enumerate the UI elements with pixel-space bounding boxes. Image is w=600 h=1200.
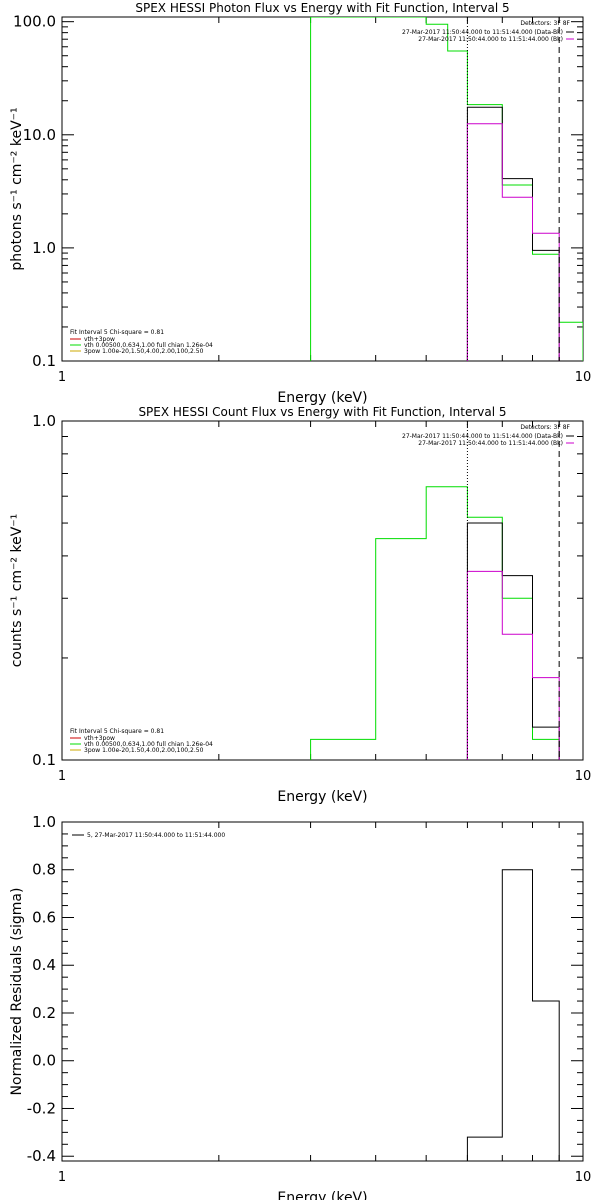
legend-bottom: Fit Interval 5 Chi-square = 0.81vth+3pow… bbox=[70, 728, 213, 754]
y-tick-label: 100.0 bbox=[13, 13, 56, 31]
series-step-0 bbox=[310, 486, 560, 760]
series-step-0 bbox=[310, 17, 583, 361]
count-flux-panel: SPEX HESSI Count Flux vs Energy with Fit… bbox=[9, 405, 591, 805]
legend-header: Detectors: 3F 8F bbox=[520, 424, 570, 431]
y-tick-label: 0.8 bbox=[32, 861, 56, 879]
x-tick-label: 10 bbox=[575, 769, 592, 784]
y-tick-label: 0.1 bbox=[32, 751, 56, 769]
chart-title: SPEX HESSI Count Flux vs Energy with Fit… bbox=[138, 405, 506, 419]
x-tick-label: 10 bbox=[575, 370, 592, 385]
legend-entry: vth+3pow bbox=[84, 336, 115, 343]
legend-entry: 5, 27-Mar-2017 11:50:44.000 to 11:51:44.… bbox=[87, 832, 225, 839]
plot-frame bbox=[61, 16, 584, 362]
x-tick-label: 1 bbox=[58, 370, 66, 385]
legend-entry: 27-Mar-2017 11:50:44.000 to 11:51:44.000… bbox=[418, 36, 563, 43]
x-tick-label: 1 bbox=[58, 1170, 66, 1185]
y-tick-label: 0.2 bbox=[32, 1004, 56, 1022]
series-group bbox=[310, 17, 583, 361]
y-axis-title: photons s⁻¹ cm⁻² keV⁻¹ bbox=[9, 107, 25, 270]
y-axis-title: Normalized Residuals (sigma) bbox=[9, 888, 25, 1096]
y-tick-label: -0.4 bbox=[27, 1147, 56, 1165]
legend-header: Fit Interval 5 Chi-square = 0.81 bbox=[70, 329, 164, 336]
series-step-1 bbox=[466, 106, 560, 361]
series-step-2 bbox=[466, 123, 560, 361]
series-group bbox=[310, 486, 560, 760]
y-tick-label: 1.0 bbox=[32, 412, 56, 430]
legend-top: Detectors: 3F 8F 27-Mar-2017 11:50:44.000… bbox=[402, 424, 574, 447]
y-tick-label: 0.1 bbox=[32, 352, 56, 370]
x-tick-label: 10 bbox=[575, 1170, 592, 1185]
legend-top: Detectors: 3F 8F 27-Mar-2017 11:50:44.000… bbox=[402, 20, 574, 43]
y-axis-title: counts s⁻¹ cm⁻² keV⁻¹ bbox=[9, 514, 25, 668]
x-tick-label: 1 bbox=[58, 769, 66, 784]
y-tick-label: 0.0 bbox=[32, 1052, 56, 1070]
x-axis-title: Energy (keV) bbox=[277, 1190, 367, 1200]
photon-flux-panel: SPEX HESSI Photon Flux vs Energy with Fi… bbox=[9, 1, 591, 406]
y-tick-label: 0.6 bbox=[32, 908, 56, 926]
series-step-0 bbox=[466, 869, 560, 1161]
residuals-panel: 1 10 -0.4 -0.2 0.0 0.2 0.4 0.6 0.8 1.0 Energy (keV… bbox=[9, 813, 591, 1200]
y-tick-label: 10.0 bbox=[23, 126, 56, 144]
x-axis-title: Energy (keV) bbox=[277, 789, 367, 805]
x-axis-title: Energy (keV) bbox=[277, 390, 367, 406]
legend-top: 5, 27-Mar-2017 11:50:44.000 to 11:51:44.… bbox=[72, 832, 225, 839]
series-group bbox=[466, 869, 560, 1161]
legend-entry: vth 0.00500,0.634,1.00 full chian 1.26e-… bbox=[84, 342, 213, 349]
y-tick-label: 1.0 bbox=[32, 813, 56, 831]
legend-header: Detectors: 3F 8F bbox=[520, 20, 570, 27]
chart-title: SPEX HESSI Photon Flux vs Energy with Fi… bbox=[135, 1, 509, 15]
y-tick-label: 0.4 bbox=[32, 956, 56, 974]
legend-entry: 27-Mar-2017 11:50:44.000 to 11:51:44.000… bbox=[402, 433, 563, 440]
legend-header: Fit Interval 5 Chi-square = 0.81 bbox=[70, 728, 164, 735]
legend-entry: vth+3pow bbox=[84, 735, 115, 742]
plot-frame bbox=[61, 821, 584, 1162]
series-step-1 bbox=[466, 522, 560, 760]
legend-entry: 3pow 1.00e-20,1.50,4.00,2.00,100,2.50 bbox=[84, 348, 204, 355]
legend-entry: 3pow 1.00e-20,1.50,4.00,2.00,100,2.50 bbox=[84, 747, 204, 754]
y-tick-label: -0.2 bbox=[27, 1099, 56, 1117]
y-tick-label: 1.0 bbox=[32, 239, 56, 257]
legend-entry: 27-Mar-2017 11:50:44.000 to 11:51:44.000… bbox=[418, 440, 563, 447]
legend-bottom: Fit Interval 5 Chi-square = 0.81vth+3pow… bbox=[70, 329, 213, 355]
plot-frame bbox=[61, 420, 584, 761]
series-step-2 bbox=[466, 570, 560, 760]
legend-entry: 27-Mar-2017 11:50:44.000 to 11:51:44.000… bbox=[402, 29, 563, 36]
legend-entry: vth 0.00500,0.634,1.00 full chian 1.26e-… bbox=[84, 741, 213, 748]
